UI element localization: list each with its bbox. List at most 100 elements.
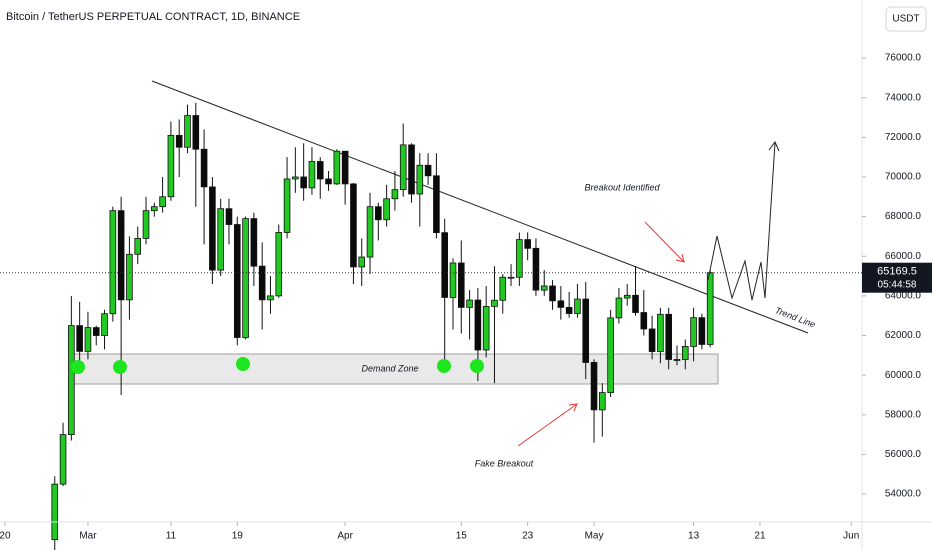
- candle-body: [457, 262, 465, 308]
- candle-body: [84, 327, 92, 352]
- y-tick-label: 56000.0: [885, 449, 922, 460]
- x-tick-label: Jun: [843, 531, 859, 542]
- candle-body: [375, 206, 382, 221]
- candle-body: [516, 239, 523, 278]
- candle-body: [565, 306, 573, 314]
- candle-body: [292, 176, 299, 180]
- candle-body: [225, 208, 233, 225]
- candle-body: [233, 224, 241, 338]
- breakout-arrow: [644, 221, 685, 263]
- y-tick-label: 66000.0: [885, 251, 922, 262]
- annotation: Breakout Identified: [584, 182, 660, 192]
- candle-body: [366, 206, 374, 258]
- countdown: 05:44:58: [878, 279, 917, 290]
- y-tick-label: 62000.0: [885, 330, 922, 341]
- candle-body: [258, 265, 266, 301]
- y-tick-label: 54000.0: [885, 489, 922, 500]
- candle-body: [59, 434, 67, 485]
- candle-body: [117, 210, 125, 301]
- y-tick-label: 64000.0: [885, 291, 922, 302]
- candle-body: [466, 299, 473, 308]
- candle-body: [607, 317, 614, 393]
- candle-body: [698, 317, 706, 345]
- candle-body: [316, 161, 324, 180]
- fake-arrowhead: [568, 403, 578, 412]
- candle-body: [657, 313, 664, 352]
- touch-dot: [470, 359, 484, 373]
- chart-title: Bitcoin / TetherUS PERPETUAL CONTRACT, 1…: [6, 11, 300, 23]
- candle-body: [599, 392, 606, 411]
- x-tick-label: Mar: [79, 531, 97, 542]
- candle-body: [408, 144, 415, 195]
- y-tick-label: 70000.0: [885, 172, 922, 183]
- candle-body: [142, 210, 150, 239]
- candle-body: [308, 161, 316, 189]
- touch-dot: [71, 360, 85, 374]
- candle-body: [341, 150, 349, 185]
- y-tick-label: 58000.0: [885, 409, 922, 420]
- price-badge: [862, 262, 932, 293]
- candle-body: [640, 312, 648, 330]
- annotation: Fake Breakout: [475, 458, 534, 468]
- candle-body: [333, 150, 341, 185]
- projection-arrowhead: [768, 141, 780, 152]
- y-tick-label: 68000.0: [885, 211, 922, 222]
- projection-path: [707, 142, 776, 301]
- candle-body: [532, 247, 540, 291]
- touch-dot: [236, 357, 250, 371]
- fake-arrow: [517, 403, 578, 447]
- touch-dot: [113, 360, 127, 374]
- candle-body: [681, 346, 689, 360]
- annotation: Demand Zone: [361, 363, 418, 373]
- candle-body: [267, 295, 274, 301]
- candle-body: [383, 198, 390, 221]
- y-tick-label: 60000.0: [885, 370, 922, 381]
- candle-body: [358, 256, 366, 268]
- trend-line: [151, 80, 809, 334]
- candle-body: [690, 317, 697, 347]
- candle-body: [250, 218, 258, 267]
- x-tick-label: 20: [0, 531, 11, 542]
- candle-body: [391, 189, 399, 200]
- candle-body: [615, 297, 623, 319]
- candle-body: [524, 239, 531, 249]
- candle-body: [706, 272, 714, 345]
- candle-body: [416, 164, 424, 195]
- candle-body: [126, 253, 133, 301]
- candle-body: [151, 206, 158, 212]
- candle-body: [665, 313, 672, 360]
- candle-body: [499, 276, 507, 301]
- x-tick-label: 13: [688, 531, 700, 542]
- candle-body: [507, 276, 515, 279]
- y-tick-label: 72000.0: [885, 132, 922, 143]
- candle-body: [134, 238, 142, 255]
- candle-body: [399, 144, 407, 191]
- candle-body: [92, 327, 100, 336]
- candle-body: [540, 285, 548, 291]
- candle-body: [242, 218, 249, 338]
- candle-body: [482, 305, 490, 351]
- x-tick-label: 15: [456, 531, 468, 542]
- x-tick-label: Apr: [337, 531, 353, 542]
- candle-body: [474, 299, 482, 351]
- currency-button[interactable]: [885, 6, 927, 32]
- candle-body: [582, 298, 590, 363]
- candle-body: [632, 294, 639, 313]
- last-price: 65169.5: [877, 266, 917, 278]
- y-tick-label: 76000.0: [885, 53, 922, 64]
- x-tick-label: 11: [166, 531, 177, 542]
- candle-body: [648, 328, 656, 352]
- candle-body: [275, 232, 283, 297]
- candle-body: [574, 298, 581, 314]
- candle-body: [283, 178, 291, 233]
- candle-body: [184, 115, 191, 148]
- candle-body: [325, 178, 332, 185]
- touch-dot: [437, 359, 451, 373]
- candle-body: [623, 294, 631, 299]
- x-tick-label: May: [585, 531, 604, 542]
- currency-label[interactable]: USDT: [892, 14, 919, 25]
- candle-body: [350, 183, 357, 268]
